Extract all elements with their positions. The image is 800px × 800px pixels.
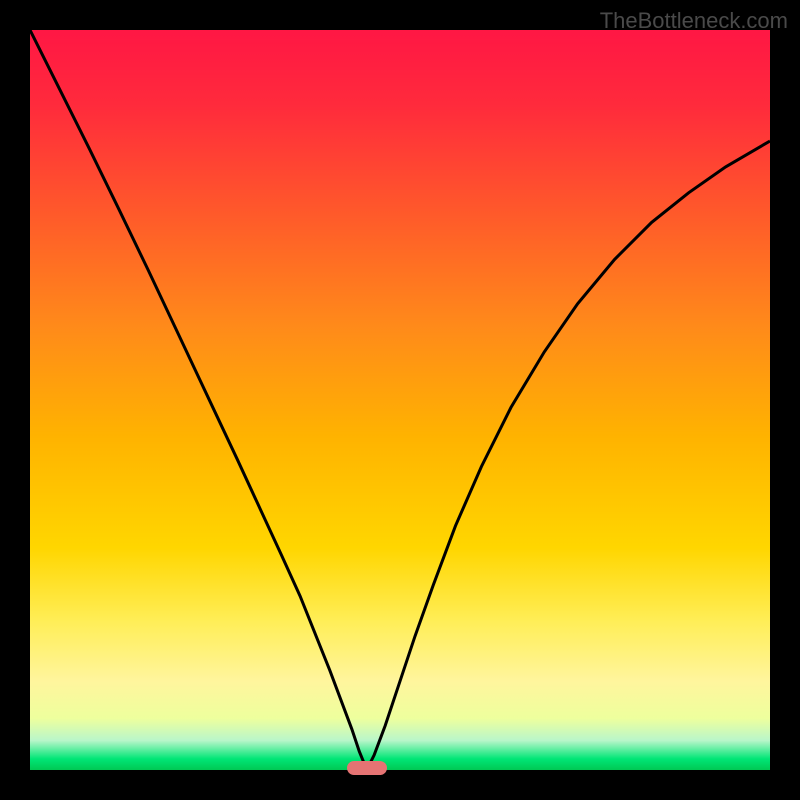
watermark-text: TheBottleneck.com	[600, 8, 788, 34]
chart-frame: TheBottleneck.com	[0, 0, 800, 800]
gradient-background	[30, 30, 770, 770]
minimum-marker	[347, 761, 387, 775]
plot-area	[30, 30, 770, 770]
